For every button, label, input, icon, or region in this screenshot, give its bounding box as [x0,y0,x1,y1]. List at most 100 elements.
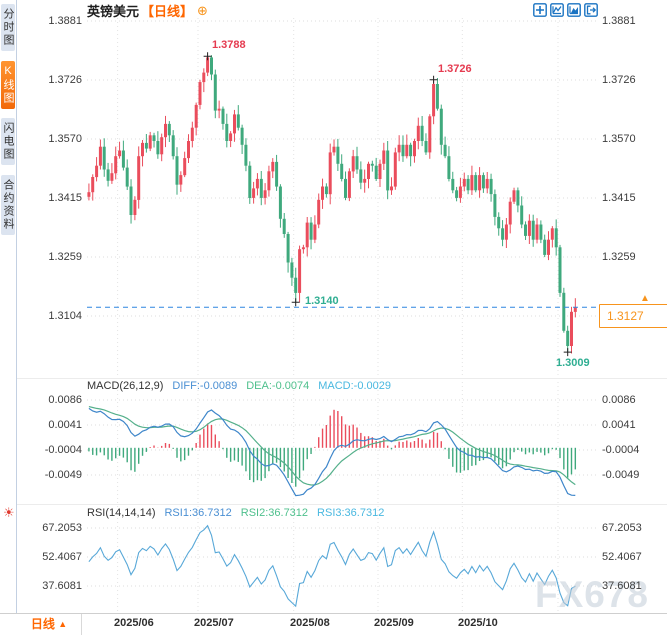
line-chart-icon[interactable] [550,3,564,17]
extreme-price-label: 1.3726 [438,63,472,75]
candle-body [152,135,156,141]
candle-body [428,116,432,153]
macd-axis-label: -0.0049 [44,469,82,481]
candle-body [424,141,428,153]
candle-body [374,165,378,179]
rsi-axis-label: 52.4067 [602,551,642,563]
macd-axis-label: 0.0041 [48,419,82,431]
candle-body [129,186,133,215]
candle-body [351,156,355,172]
rsi-axis-label: 67.2053 [42,522,82,534]
candle-body [171,135,175,157]
candle-body [179,175,183,185]
bottom-axis-bar [0,613,667,635]
candle-body [106,169,110,181]
candle-body [210,57,213,75]
panel-divider [17,504,667,505]
sidebar-item-kline[interactable]: K线图 [1,61,15,109]
candle-body [141,142,144,157]
date-label: 2025/07 [194,617,234,629]
candle-body [324,186,328,195]
candle-body [286,234,290,263]
candle-body [118,150,122,157]
sidebar-item-lightning[interactable]: 闪电图 [1,118,15,165]
candle-body [344,178,347,198]
candle-body [462,178,466,187]
sun-icon[interactable]: ☀ [3,505,15,520]
rsi-axis-label: 67.2053 [602,522,642,534]
exit-chart-icon[interactable] [584,3,598,17]
candle-body [305,222,309,248]
macd-params: MACD(26,12,9) [87,380,164,392]
candle-body [516,190,520,206]
candle-body [566,330,570,346]
price-axis-label: 1.3415 [48,192,82,204]
candle-body [570,311,573,346]
candle-body [298,249,302,293]
candle-body [98,146,102,166]
candle-body [175,156,179,185]
candle-body [539,224,543,240]
candle-body [527,220,531,236]
macd-axis-label: -0.0004 [602,444,640,456]
candle-body [466,178,470,191]
chart-title: 英镑美元 【日线】 ⊕ [87,1,208,20]
candle-body [317,199,321,225]
current-price-tag: 1.3127 [599,304,667,328]
candle-body [347,171,351,198]
dea-line [88,406,576,486]
macd-axis-label: 0.0041 [602,419,636,431]
candle-body [370,163,374,166]
candle-body [497,216,501,229]
crosshair-icon[interactable] [533,3,547,17]
candle-body [401,144,405,157]
candle-body [481,175,485,189]
candle-body [160,137,164,155]
candle-body [439,108,443,145]
candle-body [378,163,382,179]
candle-body [409,144,413,157]
extreme-price-label: 1.3140 [305,295,339,307]
candle-body [340,163,344,179]
candle-body [294,277,298,293]
watermark: FX678 [535,574,650,615]
candle-body [501,228,505,240]
rsi1-value: RSI1:36.7312 [164,507,232,519]
area-chart-icon[interactable] [567,3,581,17]
date-label: 2025/10 [458,617,498,629]
candle-body [164,123,167,138]
candle-body [156,141,160,155]
macd-axis-label: 0.0086 [48,394,82,406]
candle-body [393,152,397,187]
rsi-axis-label: 52.4067 [42,551,82,563]
candle-body [508,201,512,225]
price-axis-label: 1.3881 [48,15,82,27]
macd-axis-label: 0.0086 [602,394,636,406]
candle-body [183,158,187,176]
candle-body [512,190,516,202]
candle-body [313,224,317,240]
sidebar-item-timeline[interactable]: 分时图 [1,4,15,51]
price-axis-label: 1.3881 [602,15,636,27]
candle-body [435,84,439,109]
extreme-cross-marker [291,298,300,307]
sidebar-item-contract-info[interactable]: 合约资料 [1,175,15,235]
add-icon[interactable]: ⊕ [197,2,208,18]
candle-body [489,178,493,195]
extreme-price-label: 1.3788 [212,39,246,51]
candle-body [271,161,275,172]
candle-body [386,150,390,191]
candle-body [309,222,313,240]
candle-body [125,167,129,187]
rsi-axis-label: 37.6081 [42,580,82,592]
candle-body [493,194,497,217]
candle-body [367,163,370,179]
period-dropdown[interactable]: 日线 ▲ [17,614,82,635]
price-axis-label: 1.3259 [602,251,636,263]
macd-header: MACD(26,12,9) DIFF:-0.0089 DEA:-0.0074 MACD… [87,380,391,392]
candle-body [562,292,566,331]
candle-body [520,205,524,225]
candle-body [133,199,137,215]
